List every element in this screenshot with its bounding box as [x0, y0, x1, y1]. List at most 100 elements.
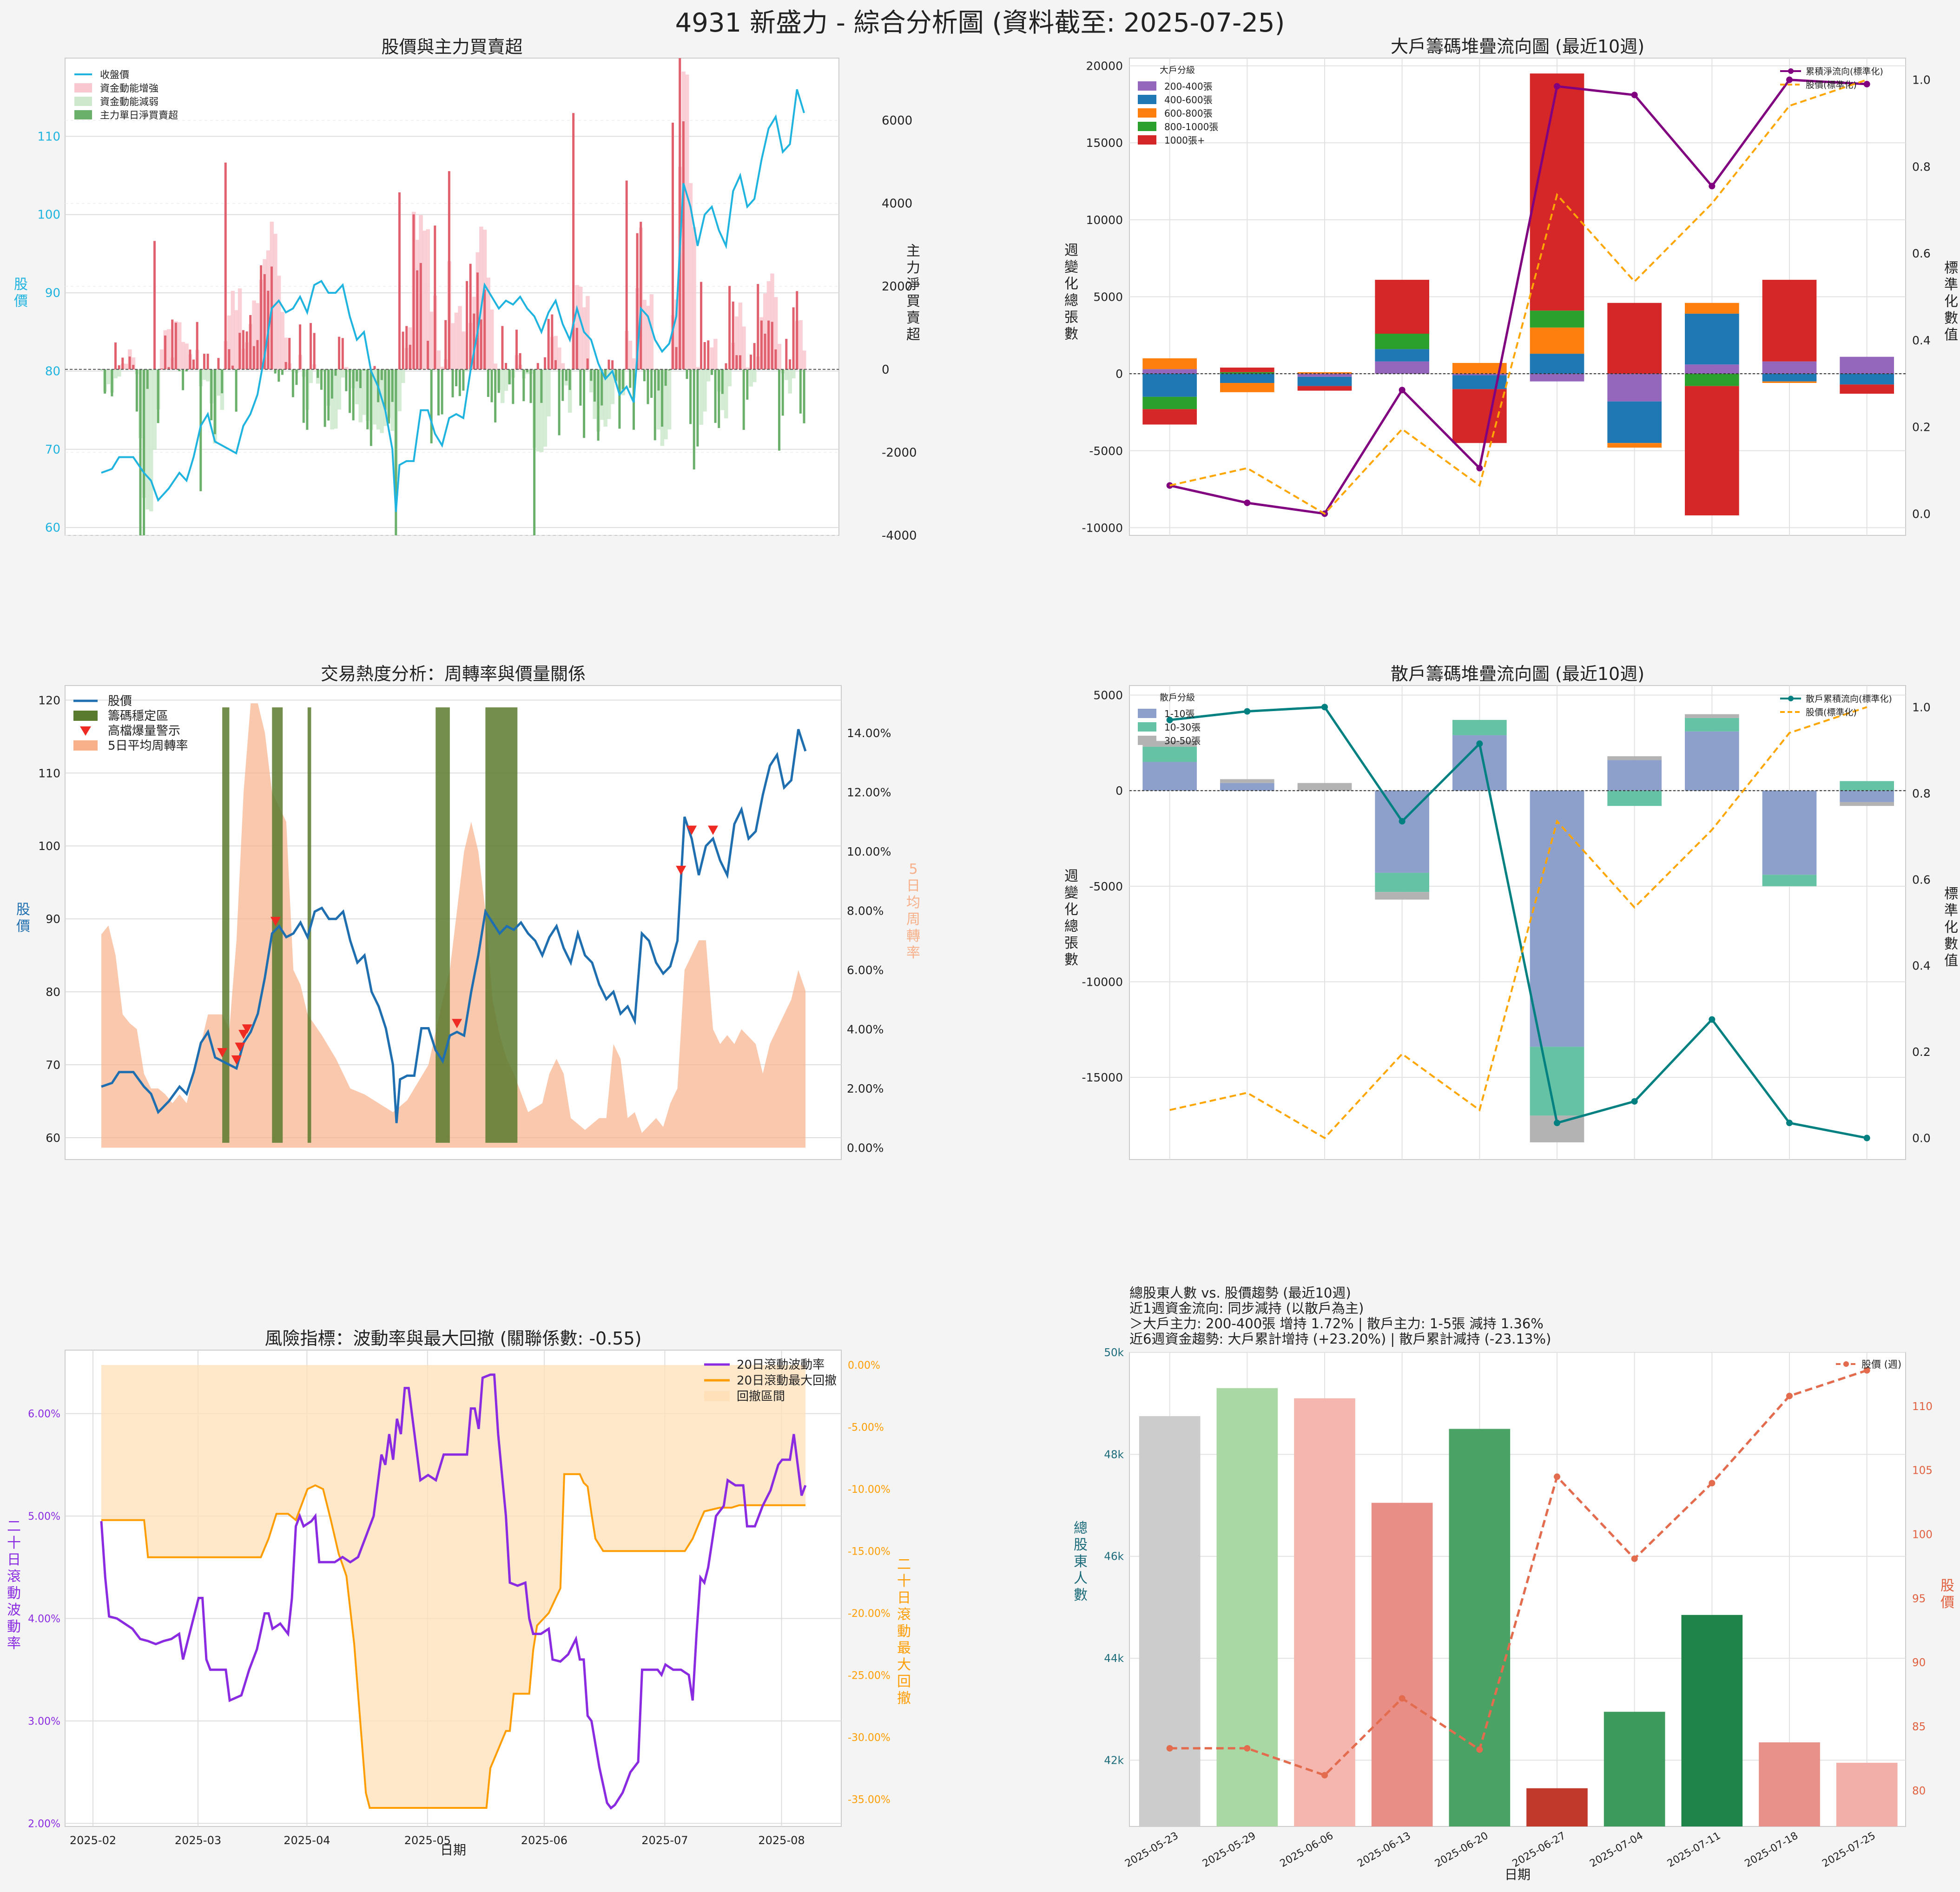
- tick-label-x: 2025-07: [641, 1834, 688, 1847]
- tick-label-x: 2025-07-25: [1820, 1830, 1877, 1870]
- flow-bar: [689, 369, 692, 424]
- momentum-area: [422, 231, 427, 369]
- tick-label-right: 10.00%: [847, 845, 891, 858]
- momentum-area: [547, 369, 551, 416]
- price-point: [1399, 1695, 1406, 1701]
- tick-label-left: -5000: [1089, 880, 1123, 893]
- cum-flow-point: [1631, 1098, 1638, 1105]
- flow-bar: [413, 214, 415, 369]
- momentum-area: [217, 369, 221, 396]
- flow-bar: [210, 369, 212, 421]
- tick-label-right: 0.00%: [847, 1141, 884, 1155]
- flow-bar: [561, 369, 564, 401]
- cum-flow-point: [1631, 92, 1638, 98]
- flow-bar: [746, 369, 748, 400]
- flow-bar: [704, 342, 706, 369]
- flow-bar: [398, 192, 401, 369]
- flow-bar: [750, 355, 752, 369]
- tick-label-right: 0.6: [1912, 247, 1931, 260]
- momentum-area: [501, 369, 505, 403]
- flow-bar: [1840, 791, 1894, 802]
- tick-label-left: 42k: [1104, 1754, 1124, 1767]
- tick-label-x: 2025-06-27: [1511, 1830, 1568, 1870]
- tick-label-left: 20000: [1086, 59, 1123, 73]
- price-point: [1554, 1473, 1560, 1480]
- price-point: [1476, 1747, 1483, 1753]
- flow-bar: [1840, 384, 1894, 394]
- flow-bar: [1840, 357, 1894, 374]
- flow-bar: [420, 263, 422, 369]
- panel-title: 股價與主力買賣超: [381, 37, 522, 57]
- flow-bar: [1685, 364, 1739, 374]
- flow-bar: [1530, 354, 1584, 374]
- legend-label: 收盤價: [100, 69, 129, 80]
- flow-bar: [427, 341, 429, 369]
- flow-bar: [175, 323, 177, 369]
- price-point: [1244, 1745, 1250, 1752]
- flow-bar: [789, 359, 791, 369]
- legend-label: 股價(標準化): [1806, 707, 1857, 718]
- price-point: [1786, 1393, 1793, 1399]
- tick-label-left: 5000: [1093, 689, 1123, 702]
- x-axis-label: 日期: [440, 1842, 466, 1858]
- flow-bar: [1607, 760, 1662, 791]
- tick-label-right: 0.2: [1912, 421, 1931, 434]
- flow-bar: [192, 360, 195, 369]
- stable-zone: [436, 707, 450, 1143]
- flow-bar: [1685, 718, 1739, 732]
- flow-bar: [551, 315, 553, 369]
- flow-bar: [785, 339, 787, 369]
- momentum-area: [202, 369, 206, 380]
- flow-bar: [767, 321, 770, 369]
- legend-label: 資金動能減弱: [100, 96, 158, 107]
- flow-bar: [366, 369, 369, 429]
- tick-label-right: 6.00%: [847, 963, 884, 977]
- flow-bar: [764, 334, 766, 369]
- flow-bar: [522, 369, 525, 401]
- y-axis-label-left: 週變化總張數: [1064, 868, 1078, 968]
- legend-swatch: [73, 740, 98, 751]
- flow-bar: [548, 319, 550, 369]
- flow-bar: [679, 58, 681, 369]
- legend-label: 200-400張: [1164, 81, 1213, 92]
- panel-title: 散戶籌碼堆疊流向圖 (最近10週): [1391, 664, 1644, 684]
- tick-label-right: 0.4: [1912, 959, 1931, 973]
- flow-bar: [665, 369, 667, 386]
- flow-bar: [629, 369, 631, 388]
- momentum-area: [724, 369, 728, 418]
- flow-bar: [1220, 383, 1274, 392]
- momentum-area: [167, 329, 171, 369]
- momentum-area: [703, 369, 707, 412]
- flow-bar: [384, 369, 386, 410]
- flow-bar: [1607, 756, 1662, 760]
- flow-bar: [483, 290, 486, 369]
- flow-bar: [1840, 802, 1894, 806]
- cum-flow-point: [1476, 740, 1483, 747]
- legend-label: 30-50張: [1164, 735, 1201, 746]
- flow-bar: [335, 369, 337, 376]
- flow-bar: [778, 369, 780, 451]
- flow-bar: [317, 369, 319, 378]
- flow-bar: [587, 358, 589, 369]
- panel-title: 交易熱度分析：周轉率與價量關係: [321, 664, 586, 684]
- tick-label-left: 0: [1115, 367, 1123, 381]
- flow-bar: [444, 320, 447, 369]
- momentum-area: [124, 364, 128, 369]
- tick-label-x: 2025-06-13: [1355, 1830, 1412, 1870]
- tick-label-right: -25.00%: [848, 1670, 891, 1681]
- momentum-area: [692, 227, 696, 369]
- flow-bar: [512, 369, 514, 404]
- flow-bar: [1762, 280, 1817, 362]
- flow-bar: [693, 369, 695, 469]
- flow-bar: [743, 369, 745, 430]
- cum-flow-point: [1554, 83, 1560, 90]
- flow-bar: [1607, 303, 1662, 374]
- stable-zone: [485, 707, 517, 1143]
- tick-label-left: 110: [37, 130, 60, 144]
- legend-label: 800-1000張: [1164, 121, 1218, 132]
- flow-bar: [469, 264, 472, 369]
- tick-label-right: 100: [1912, 1529, 1933, 1541]
- flow-bar: [129, 356, 131, 369]
- flow-bar: [466, 281, 468, 369]
